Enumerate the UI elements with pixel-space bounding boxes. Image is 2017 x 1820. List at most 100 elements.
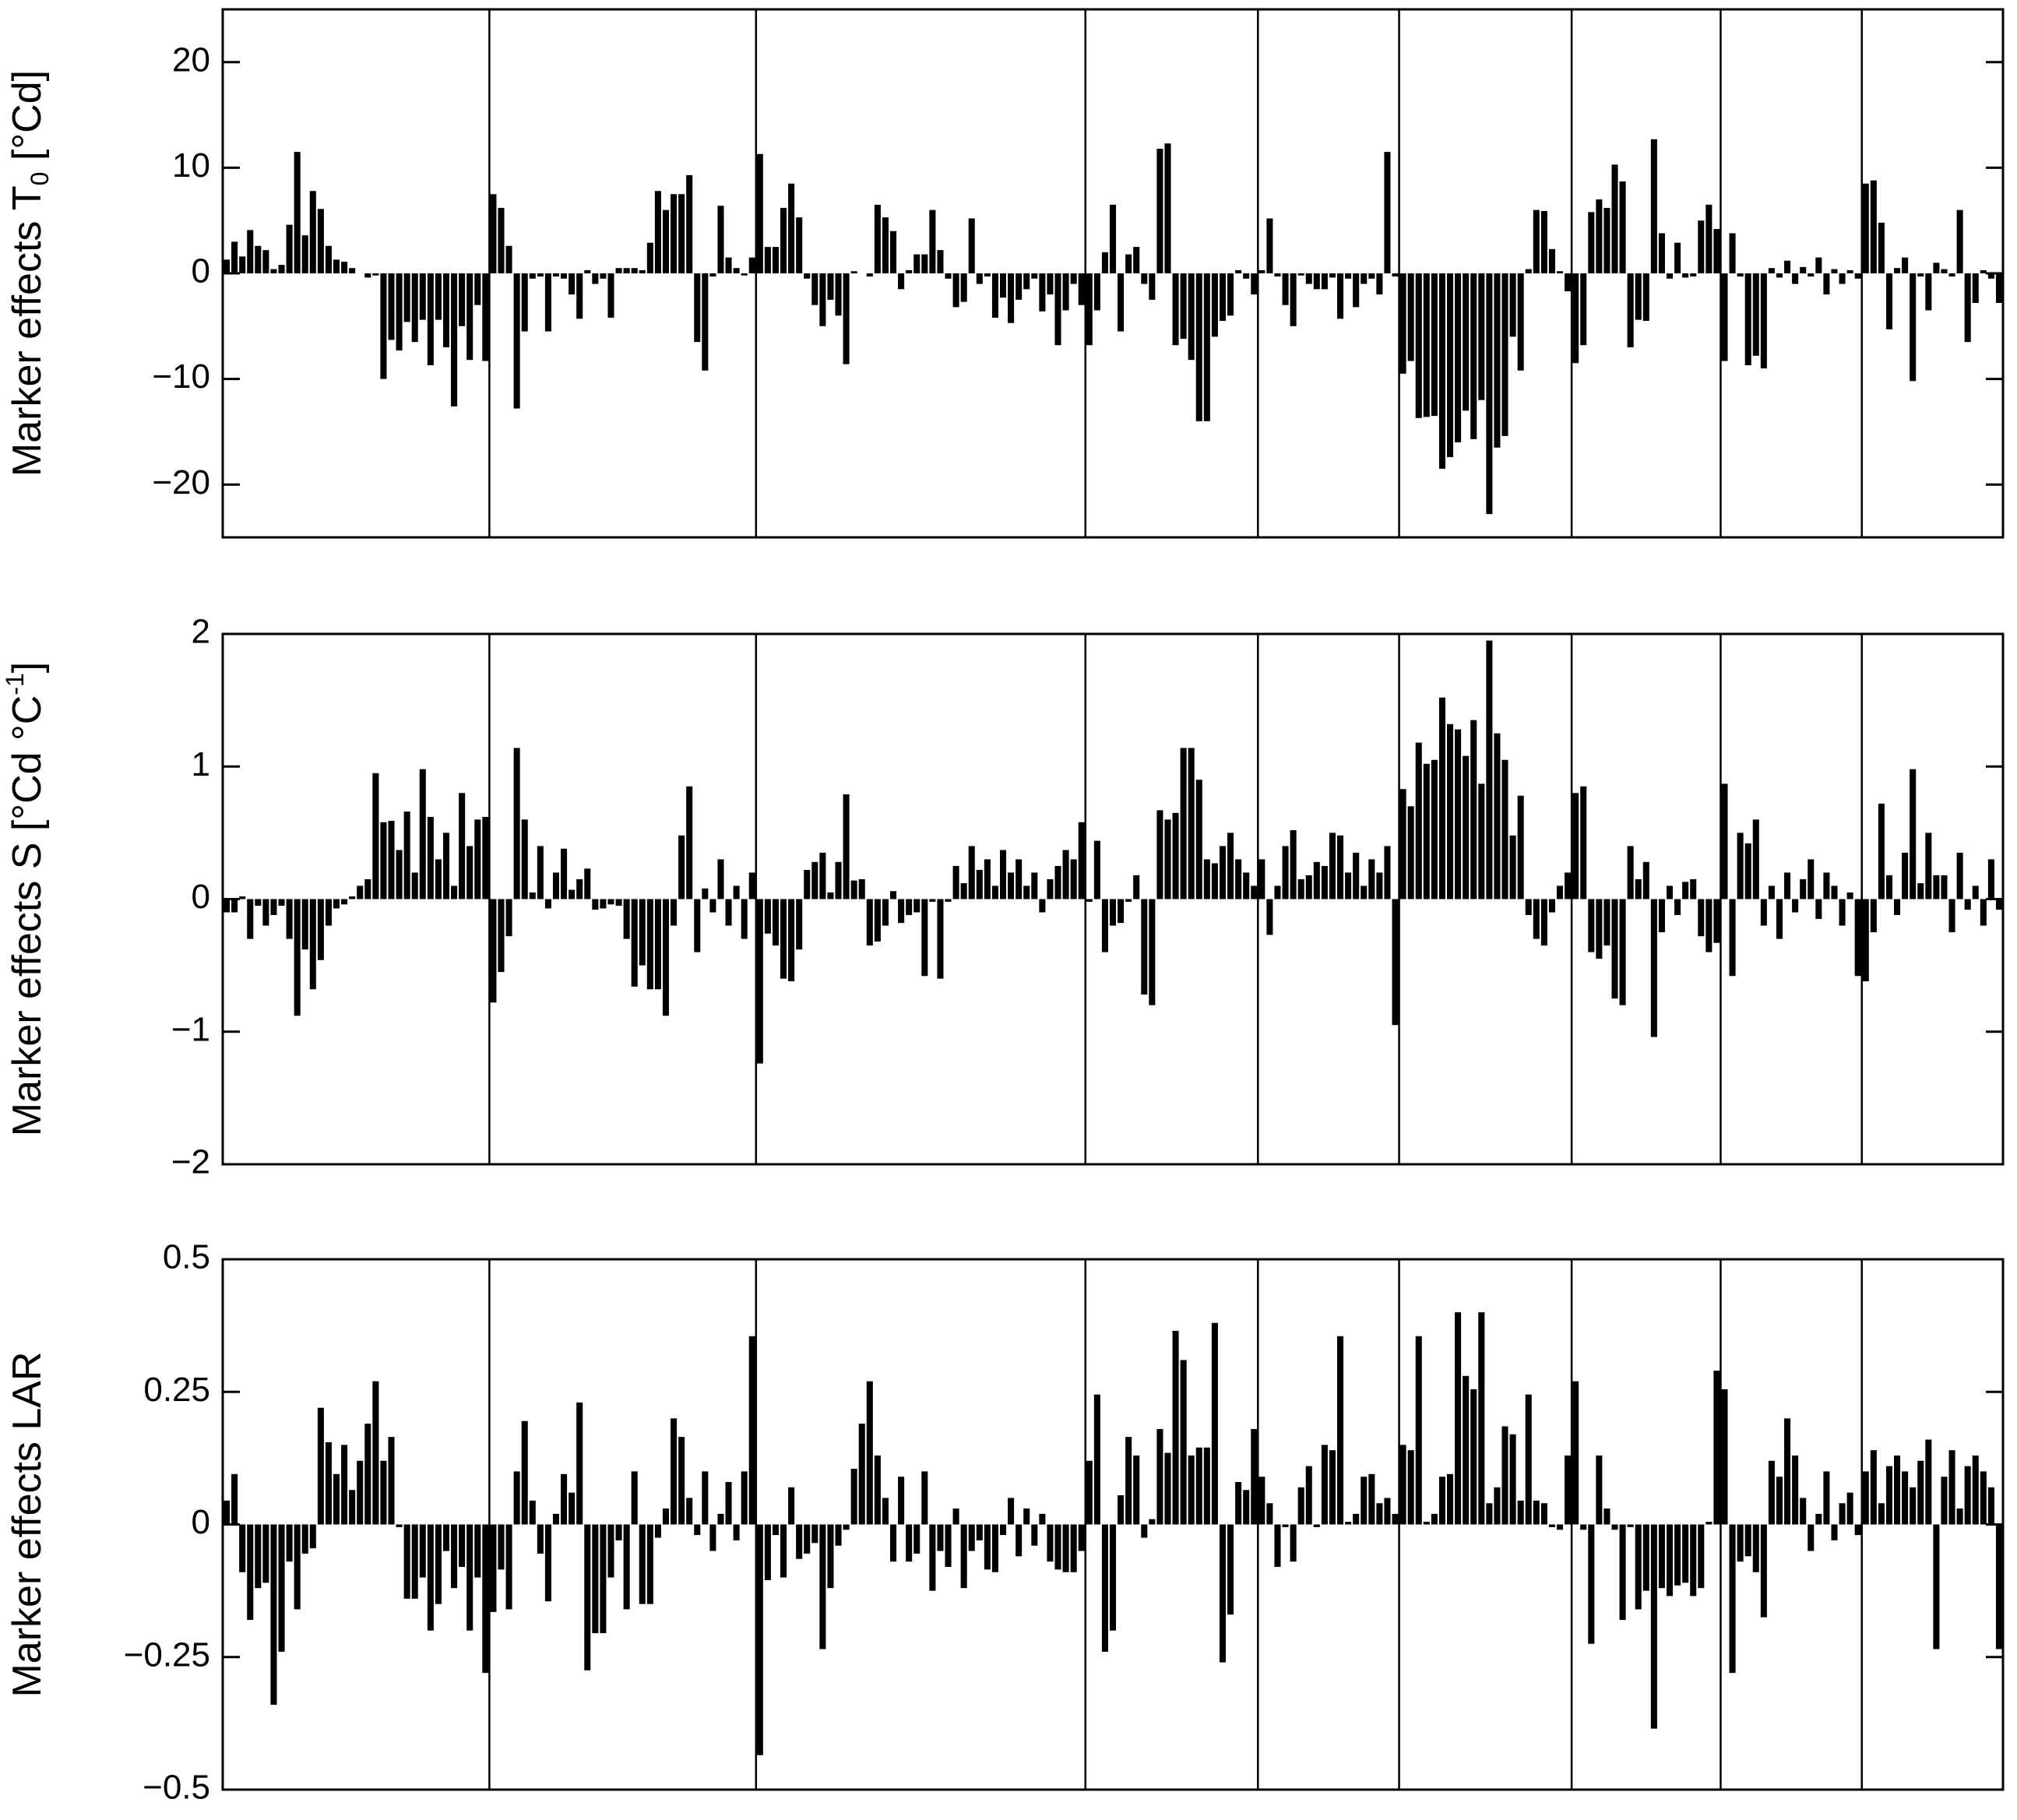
bar — [1666, 1524, 1674, 1596]
bar — [889, 891, 897, 899]
bar — [1752, 273, 1759, 356]
bar — [906, 899, 913, 915]
bar — [1987, 1487, 1994, 1525]
bar — [702, 888, 709, 899]
bar — [372, 1381, 379, 1525]
bar — [811, 1524, 818, 1544]
y-axis-label-part: -1 — [1, 673, 29, 695]
bar — [1203, 273, 1210, 421]
bar — [278, 899, 285, 906]
bar — [1156, 810, 1163, 899]
bar — [1878, 222, 1885, 273]
bar — [1603, 899, 1610, 946]
bar — [1423, 763, 1430, 899]
bar — [561, 273, 568, 279]
bar — [1792, 273, 1799, 284]
bar — [1596, 1455, 1603, 1525]
bar — [1525, 269, 1532, 273]
bar — [1118, 273, 1125, 332]
bar — [1635, 878, 1642, 899]
bar — [1642, 1524, 1649, 1591]
y-tick-label: 10 — [172, 146, 210, 185]
y-axis-label-part: Marker effects S [°Cd °C — [5, 695, 50, 1137]
bar — [804, 870, 811, 899]
bar — [678, 1437, 685, 1525]
bar — [427, 816, 434, 899]
bar — [1361, 273, 1368, 284]
bar — [1109, 1524, 1117, 1631]
bar — [1752, 819, 1759, 899]
bar — [937, 250, 944, 273]
bar — [1642, 273, 1649, 322]
bar — [1478, 1312, 1485, 1525]
bar — [999, 1524, 1007, 1536]
bar — [286, 899, 293, 939]
bar — [1556, 271, 1564, 273]
bar — [1093, 840, 1100, 899]
bar — [1438, 1477, 1445, 1525]
bar — [1619, 1524, 1626, 1621]
bar — [1658, 233, 1665, 273]
bar — [1596, 899, 1603, 959]
bar — [1470, 273, 1477, 439]
bar — [584, 868, 591, 899]
bar — [333, 899, 340, 909]
bar — [600, 273, 607, 279]
plot-frame — [221, 1258, 2005, 1791]
bar — [1823, 273, 1830, 295]
bar — [780, 1524, 787, 1578]
bar — [804, 273, 811, 279]
bar — [317, 1407, 324, 1525]
bar — [239, 256, 246, 273]
bar — [976, 1524, 983, 1540]
bar — [1203, 859, 1210, 899]
bar — [270, 899, 277, 915]
bar — [1407, 806, 1414, 899]
bar — [1760, 899, 1767, 926]
bar — [482, 816, 489, 899]
bar — [1894, 1455, 1901, 1525]
bar — [725, 257, 732, 273]
bar — [1305, 273, 1312, 284]
bar — [1650, 1524, 1657, 1729]
bar — [1870, 180, 1877, 273]
bar — [764, 1524, 771, 1581]
bar — [1580, 786, 1587, 899]
bar — [1925, 1439, 1932, 1525]
bar — [1345, 273, 1352, 279]
bar — [1548, 1524, 1555, 1527]
bar — [1486, 640, 1493, 899]
bar — [442, 1524, 450, 1551]
bar — [1831, 269, 1838, 273]
bar — [968, 846, 975, 899]
bar — [1713, 899, 1720, 943]
bar — [270, 269, 277, 273]
bar — [1133, 247, 1140, 273]
bar — [1846, 269, 1853, 273]
bar — [1463, 1375, 1470, 1525]
bar — [1368, 1473, 1375, 1525]
bar — [1627, 1524, 1634, 1527]
bar — [952, 1508, 959, 1525]
bar — [1164, 143, 1171, 273]
bar — [1407, 273, 1414, 361]
bar — [1870, 1450, 1877, 1525]
bar — [1627, 273, 1634, 347]
bar — [239, 896, 246, 899]
bar — [1705, 204, 1713, 273]
bar — [788, 1487, 795, 1525]
bar — [1399, 1445, 1406, 1525]
bar — [568, 889, 576, 899]
bar — [1721, 273, 1728, 361]
bar — [1313, 273, 1320, 290]
bar — [576, 273, 583, 319]
bar — [1384, 846, 1391, 899]
bar — [1666, 885, 1674, 899]
bar — [1180, 1360, 1187, 1525]
bar — [262, 1524, 269, 1583]
bar — [678, 194, 685, 273]
bar — [224, 1500, 231, 1525]
bar — [474, 819, 481, 899]
bar — [529, 273, 536, 279]
bar — [686, 1498, 693, 1525]
